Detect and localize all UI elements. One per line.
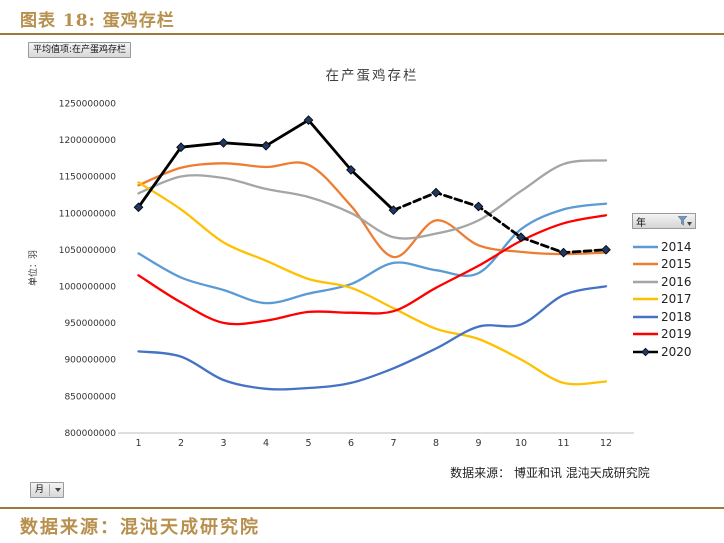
series-marker-2020 [176, 142, 186, 153]
series-marker-2020 [516, 232, 526, 243]
y-tick-label: 1050000000 [59, 246, 117, 256]
x-tick-label: 7 [390, 438, 396, 449]
legend-item-2019[interactable]: 2019 [632, 326, 724, 344]
series-marker-2020 [473, 201, 484, 212]
series-marker-2020 [303, 115, 314, 126]
series-marker-2020 [261, 140, 271, 151]
legend-item-2017[interactable]: 2017 [632, 291, 724, 309]
legend-swatch-2017 [633, 297, 658, 301]
x-tick-label: 2 [178, 438, 184, 449]
series-line-2016 [137, 159, 608, 240]
legend-item-2018[interactable]: 2018 [632, 308, 724, 326]
y-tick-label: 850000000 [64, 392, 116, 402]
legend-entries: 2014 2015 2016 2017 2018 2019 2020 [632, 238, 724, 361]
page-title: 图表 18: 蛋鸡存栏 [20, 11, 175, 31]
y-tick-label: 900000000 [64, 356, 116, 366]
x-tick-label: 11 [557, 438, 569, 449]
series-line-2014 [137, 202, 608, 305]
series-marker-2020 [388, 205, 399, 216]
series-marker-2020 [218, 137, 229, 148]
series-marker-2020 [346, 165, 356, 175]
legend-swatch-2016 [633, 280, 658, 284]
title-divider-line [0, 33, 724, 35]
series-line-2017 [137, 181, 608, 386]
x-tick-label: 5 [305, 438, 311, 449]
y-tick-label: 800000000 [64, 429, 116, 439]
legend-swatch-2020 [633, 347, 658, 357]
legend-swatch-2015 [633, 262, 658, 266]
legend-swatch-2018 [633, 315, 658, 319]
legend-swatch-2019 [633, 332, 658, 336]
filter-icon[interactable] [678, 215, 692, 227]
x-tick-label: 8 [433, 438, 439, 449]
y-tick-label: 950000000 [64, 319, 116, 329]
pivot-month-field-button[interactable]: 月 [30, 482, 65, 498]
legend-label: 2018 [661, 309, 692, 324]
pivot-value-field-label: 平均值项:在产蛋鸡存栏 [33, 45, 127, 55]
y-tick-label: 1000000000 [59, 283, 117, 293]
series-marker-2020 [431, 187, 441, 198]
legend-item-2014[interactable]: 2014 [632, 238, 724, 256]
y-tick-label: 1250000000 [59, 100, 117, 110]
chart-legend: 年 2014 2015 2016 2017 2018 2019 2020 [632, 213, 724, 361]
legend-year-filter-button[interactable]: 年 [632, 213, 696, 229]
legend-label: 2015 [661, 257, 692, 272]
legend-item-2016[interactable]: 2016 [632, 273, 724, 291]
x-tick-label: 12 [600, 438, 612, 449]
x-tick-label: 10 [515, 438, 527, 449]
series-marker-2020 [133, 202, 144, 213]
series-line-2018 [137, 285, 608, 391]
chart-source-note: 数据来源： 博亚和讯 混沌天成研究院 [450, 466, 650, 480]
series-line-2015 [137, 161, 608, 259]
legend-field-label: 年 [636, 217, 646, 229]
footer-source-text: 数据来源：混沌天成研究院 [20, 517, 260, 538]
legend-item-2020[interactable]: 2020 [632, 343, 724, 361]
legend-label: 2017 [661, 292, 692, 307]
x-tick-label: 6 [348, 438, 354, 449]
footer-divider-line [0, 507, 724, 509]
series-line-2020 [392, 191, 608, 254]
legend-label: 2016 [661, 274, 692, 289]
pivot-month-field-label: 月 [35, 485, 45, 495]
button-divider [49, 484, 51, 496]
series-marker-2020 [601, 244, 611, 255]
chart-title: 在产蛋鸡存栏 [325, 68, 419, 84]
y-tick-label: 1100000000 [59, 209, 117, 219]
y-tick-label: 1200000000 [59, 136, 117, 146]
x-tick-label: 9 [475, 438, 481, 449]
x-tick-label: 3 [220, 438, 226, 449]
y-tick-label: 1150000000 [59, 173, 117, 183]
legend-item-2015[interactable]: 2015 [632, 256, 724, 274]
legend-swatch-2014 [633, 245, 658, 249]
legend-label: 2019 [661, 327, 692, 342]
pivot-value-field-button[interactable]: 平均值项:在产蛋鸡存栏 [28, 42, 132, 58]
series-marker-2020 [558, 247, 569, 258]
y-axis-title: 单位：羽 [27, 250, 39, 286]
legend-label: 2014 [661, 239, 692, 254]
legend-label: 2020 [661, 344, 692, 359]
x-tick-label: 4 [263, 438, 269, 449]
x-tick-label: 1 [135, 438, 141, 449]
series-line-2020 [137, 118, 395, 212]
chevron-down-icon [55, 488, 62, 492]
